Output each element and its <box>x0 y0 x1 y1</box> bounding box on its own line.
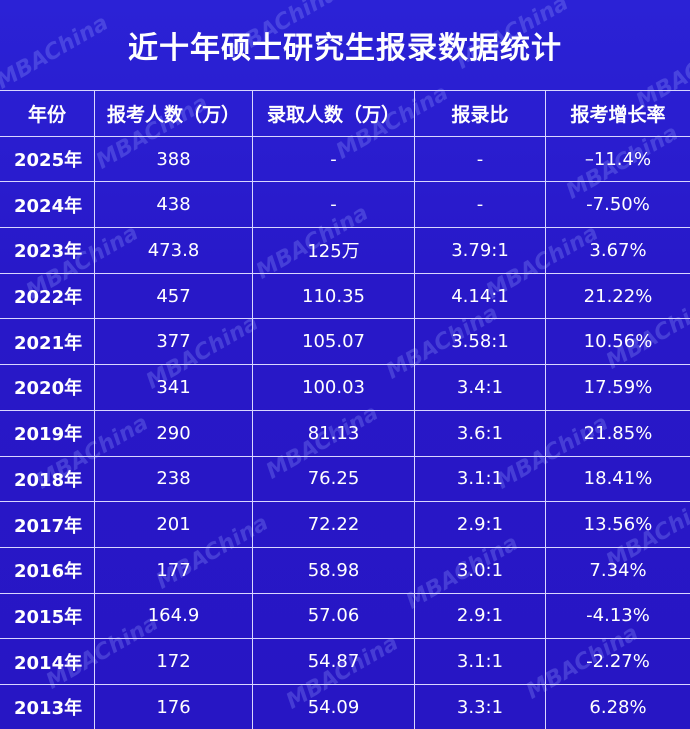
table-cell: 4.14:1 <box>415 273 546 319</box>
table-cell: 3.4:1 <box>415 365 546 410</box>
table-cell: 18.41% <box>583 468 653 490</box>
column-header: 报考增长率 <box>570 103 666 126</box>
table-cell: 2024年 <box>0 182 95 228</box>
table-cell: 2016年 <box>0 547 95 593</box>
table-cell: 388 <box>95 136 253 182</box>
table-cell: 2023年 <box>0 228 95 273</box>
table-cell: 341 <box>95 365 253 410</box>
table-cell: 2025年 <box>0 136 95 182</box>
table-row: 2015年 164.9 57.06 2.9:1 -4.13% <box>0 592 690 639</box>
table-row: 2014年 172 54.87 3.1:1 -2.27% <box>0 638 690 684</box>
table-cell: 2021年 <box>0 319 95 365</box>
table-row: 2018年 238 76.25 3.1:1 18.41% <box>0 455 690 502</box>
table-cell: 21.22% <box>583 285 653 307</box>
table-cell: 457 <box>95 273 253 319</box>
table-cell: 76.25 <box>253 456 415 502</box>
table-row: 2021年 377 105.07 3.58:1 10.56% <box>0 318 690 365</box>
table-cell: 17.59% <box>583 376 653 398</box>
table-cell: 3.6:1 <box>415 410 546 456</box>
table-row: 2022年 457 110.35 4.14:1 21.22% <box>0 272 690 319</box>
table-row: 2023年 473.8 125万 3.79:1 3.67% <box>0 227 690 273</box>
table-cell: 177 <box>95 547 253 593</box>
table-cell: 21.85% <box>583 422 653 444</box>
table-cell: 2.9:1 <box>415 502 546 547</box>
table-cell: 3.0:1 <box>415 547 546 593</box>
table-cell: 2020年 <box>0 365 95 410</box>
table-cell: - <box>415 136 546 182</box>
table-cell: 2022年 <box>0 273 95 319</box>
table-cell: 57.06 <box>253 593 415 639</box>
table-cell: 2017年 <box>0 502 95 547</box>
table-cell: 438 <box>95 182 253 228</box>
table-cell: 58.98 <box>253 547 415 593</box>
table-row: 2017年 201 72.22 2.9:1 13.56% <box>0 501 690 547</box>
table-cell: 110.35 <box>253 273 415 319</box>
table-row: 2024年 438- - -7.50% <box>0 181 690 228</box>
column-header: 录取人数（万） <box>253 91 415 136</box>
table-cell: 2013年 <box>0 684 95 729</box>
table-cell: 164.9 <box>95 593 253 639</box>
table-cell: 105.07 <box>253 319 415 365</box>
table-cell: 2015年 <box>0 593 95 639</box>
table-cell: 81.13 <box>253 410 415 456</box>
table-cell: –11.4% <box>584 148 652 170</box>
table-cell: - <box>415 182 546 228</box>
table-cell: 7.34% <box>589 559 647 581</box>
table-row: 2019年 290 81.13 3.6:1 21.85% <box>0 409 690 456</box>
table-row: 2016年 177 58.98 3.0:1 7.34% <box>0 546 690 593</box>
table-cell: -2.27% <box>586 651 650 673</box>
table-cell: 3.1:1 <box>415 456 546 502</box>
column-header: 报考人数（万） <box>95 91 253 136</box>
table-cell: 377 <box>95 319 253 365</box>
table-header-row: 年份 报考人数（万） 录取人数（万） 报录比 报考增长率 <box>0 90 690 136</box>
table-cell: 54.87 <box>253 639 415 684</box>
table-cell: -7.50% <box>586 194 650 216</box>
table-cell: 238 <box>95 456 253 502</box>
table-cell: 3.58:1 <box>415 319 546 365</box>
table-row: 2020年 341 100.03 3.4:1 17.59% <box>0 364 690 410</box>
table-cell: -4.13% <box>586 605 650 627</box>
table-cell: 2019年 <box>0 410 95 456</box>
table-row: 2013年 176 54.09 3.3:1 6.28% <box>0 683 690 729</box>
table-cell: - <box>253 182 415 228</box>
table-row: 2025年 388- - –11.4% <box>0 135 690 182</box>
table-cell: 54.09 <box>253 684 415 729</box>
page-title: 近十年硕士研究生报录数据统计 <box>128 31 562 66</box>
data-table: 年份 报考人数（万） 录取人数（万） 报录比 报考增长率 2025年 388- - –11.4%… <box>0 90 690 729</box>
table-cell: 6.28% <box>589 696 647 718</box>
table-cell: 2018年 <box>0 456 95 502</box>
column-header: 报录比 <box>415 91 546 136</box>
table-cell: 3.67% <box>589 239 647 261</box>
table-cell: 3.1:1 <box>415 639 546 684</box>
table-cell: 2014年 <box>0 639 95 684</box>
table-cell: - <box>253 136 415 182</box>
table-cell: 10.56% <box>583 331 653 353</box>
column-header: 年份 <box>0 91 95 136</box>
table-cell: 3.79:1 <box>415 228 546 273</box>
table-cell: 473.8 <box>95 228 253 273</box>
table-cell: 172 <box>95 639 253 684</box>
table-cell: 3.3:1 <box>415 684 546 729</box>
table-cell: 100.03 <box>253 365 415 410</box>
table-cell: 176 <box>95 684 253 729</box>
table-cell: 72.22 <box>253 502 415 547</box>
table-cell: 2.9:1 <box>415 593 546 639</box>
table-cell: 290 <box>95 410 253 456</box>
table-cell: 13.56% <box>583 514 653 536</box>
table-cell: 201 <box>95 502 253 547</box>
table-cell: 125万 <box>253 228 415 273</box>
